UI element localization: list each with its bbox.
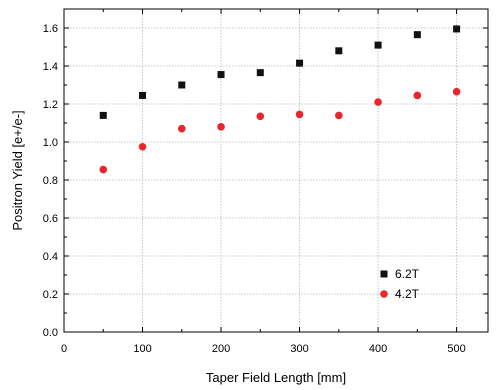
- axis-ticks: 0 100 200 300 400 500 0.0 0.2 0.4 0.6 0.8 1.0 1.2 1.4…: [43, 8, 488, 355]
- x-tick-label: 200: [212, 343, 230, 355]
- legend: 6.2T 4.2T: [380, 267, 420, 301]
- data-point-6-2t: [139, 91, 147, 99]
- x-tick-label: 0: [61, 343, 67, 355]
- x-tick-label: 300: [290, 343, 308, 355]
- data-point-4-2t: [256, 112, 265, 121]
- data-point-4-2t: [452, 87, 461, 96]
- data-point-6-2t: [335, 47, 343, 55]
- y-tick-label: 0.4: [43, 251, 58, 263]
- data-point-4-2t: [217, 123, 225, 131]
- y-tick-label: 0.8: [43, 175, 58, 187]
- y-tick-label: 1.2: [43, 99, 58, 111]
- data-point-4-2t: [335, 111, 343, 120]
- y-tick-label: 0.6: [43, 213, 58, 225]
- y-tick-label: 0.2: [43, 289, 58, 301]
- legend-marker-circle: [380, 290, 388, 298]
- grid-lines: [64, 9, 488, 332]
- data-point-6-2t: [99, 111, 107, 119]
- data-point-4-2t: [99, 165, 108, 174]
- data-point-4-2t: [138, 142, 147, 151]
- plot-area-frame: [63, 8, 489, 333]
- data-point-4-2t: [295, 110, 304, 119]
- y-axis-title: Positron Yield [e+/e-]: [10, 110, 25, 230]
- legend-marker-square: [380, 270, 388, 278]
- data-point-6-2t: [217, 71, 225, 79]
- data-point-6-2t: [178, 81, 186, 89]
- y-tick-label: 0.0: [43, 327, 58, 339]
- data-point-4-2t: [413, 91, 422, 100]
- y-tick-label: 1.6: [43, 23, 58, 35]
- legend-label: 4.2T: [395, 287, 420, 301]
- data-points: [99, 25, 461, 174]
- data-point-6-2t: [413, 31, 421, 39]
- y-tick-label: 1.4: [43, 61, 58, 73]
- data-point-4-2t: [374, 98, 382, 106]
- x-axis-title: Taper Field Length [mm]: [206, 370, 346, 385]
- x-tick-label: 100: [133, 343, 151, 355]
- y-tick-label: 1.0: [43, 137, 58, 149]
- x-tick-label: 400: [369, 343, 387, 355]
- data-point-6-2t: [374, 41, 382, 49]
- x-tick-label: 500: [447, 343, 465, 355]
- data-point-6-2t: [453, 25, 461, 33]
- data-point-6-2t: [296, 59, 304, 67]
- legend-label: 6.2T: [395, 267, 420, 281]
- data-point-4-2t: [177, 124, 186, 133]
- data-point-6-2t: [256, 69, 264, 77]
